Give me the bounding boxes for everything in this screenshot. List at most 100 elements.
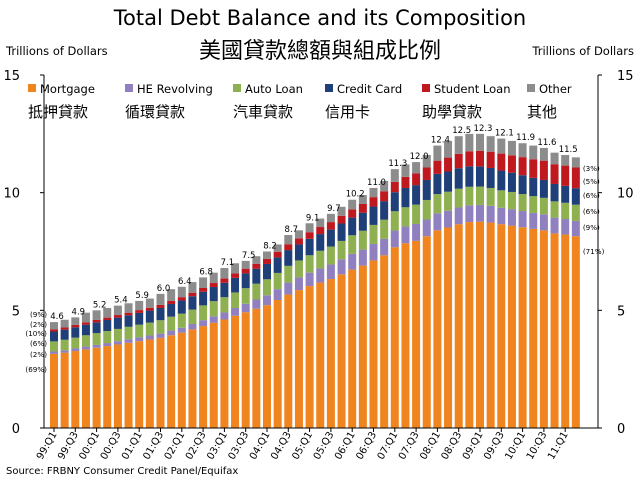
bar-segment-credit-card [294,244,303,261]
bar-03-Q3 [241,260,250,428]
bar-segment-he-revolving [92,344,101,348]
bar-segment-student-loan [465,151,474,167]
legend-swatch-auto-loan [233,84,241,92]
bar-segment-auto-loan [390,211,399,231]
bar-00-Q1 [92,310,101,428]
bar-segment-student-loan [486,151,495,168]
bar-segment-student-loan [518,157,527,176]
bar-segment-he-revolving [177,327,186,333]
bar-segment-auto-loan [81,335,90,347]
bar-segment-student-loan [156,304,165,308]
bar-segment-other [422,155,431,168]
bar-segment-he-revolving [454,207,463,225]
bar-segment-credit-card [71,327,80,338]
bar-segment-auto-loan [571,204,580,221]
bar-segment-he-revolving [507,209,516,226]
bar-segment-he-revolving [50,351,58,354]
bar-02-Q3 [199,277,208,428]
bar-05-Q3 [326,213,335,428]
bar-segment-auto-loan [337,240,346,260]
bar-segment-he-revolving [380,238,389,256]
legend-swatch-mortgage [28,84,36,92]
bar-segment-student-loan [369,197,378,207]
bar-segment-mortgage [60,352,69,428]
bar-segment-he-revolving [167,330,176,336]
bar-segment-mortgage [444,227,453,428]
share-label-last: (6%) [583,191,600,200]
share-label-first: (9%) [30,310,47,319]
bar-segment-credit-card [231,277,240,293]
bar-segment-he-revolving [358,249,367,266]
bar-segment-student-loan [209,283,218,288]
bar-segment-credit-card [199,291,208,306]
bar-segment-auto-loan [507,191,516,210]
legend-swatch-student-loan [422,84,430,92]
bar-05-Q2 [316,218,325,428]
bar-segment-he-revolving [305,272,314,287]
bar-segment-student-loan [358,203,367,213]
bar-segment-mortgage [433,230,442,428]
bar-segment-he-revolving [263,295,271,306]
bar-segment-student-loan [571,167,580,189]
bar-segment-mortgage [71,351,80,428]
bar-segment-credit-card [550,183,559,202]
bar-segment-auto-loan [529,196,538,213]
bar-segment-mortgage [252,308,261,428]
bar-segment-mortgage [412,240,421,428]
bar-segment-mortgage [561,234,570,428]
bar-segment-he-revolving [252,299,261,309]
bar-segment-credit-card [263,263,271,280]
bar-segment-he-revolving [71,348,80,352]
total-label: 5.2 [93,300,107,310]
chart-subtitle: 美國貸款總額與組成比例 [199,39,441,64]
bar-segment-auto-loan [177,313,186,328]
bar-segment-credit-card [316,234,325,251]
share-label-first: (2%) [30,350,47,359]
bar-segment-other [209,272,218,284]
bar-segment-auto-loan [71,337,80,349]
bar-segment-mortgage [177,332,186,428]
bar-segment-student-loan [113,315,122,318]
bar-segment-other [92,310,101,320]
bar-segment-auto-loan [113,328,122,342]
bar-segment-he-revolving [103,343,112,347]
bar-segment-auto-loan [294,260,303,278]
bar-11-Q2 [571,157,580,428]
bar-segment-credit-card [209,287,218,302]
bar-segment-credit-card [539,179,548,198]
bar-segment-credit-card [273,257,282,273]
bar-99-Q4 [81,312,90,428]
bar-segment-mortgage [358,265,367,428]
total-label: 10.2 [346,190,365,200]
bar-segment-student-loan [231,273,240,278]
bar-segment-student-loan [305,232,314,239]
bar-segment-student-loan [348,209,357,218]
bar-segment-he-revolving [316,268,325,283]
bar-segment-auto-loan [273,272,282,290]
bar-segment-student-loan [220,278,229,283]
bar-04-Q4 [294,230,303,428]
legend-label-mortgage: Mortgage [40,82,95,96]
bar-06-Q4 [380,180,389,428]
bar-segment-he-revolving [444,210,453,228]
bar-segment-auto-loan [60,339,69,351]
bar-segment-credit-card [561,185,570,203]
total-label: 5.4 [114,296,128,306]
bar-segment-other [199,277,208,288]
bar-segment-student-loan [401,176,410,188]
bar-00-Q2 [103,307,112,428]
total-label: 11.0 [367,178,386,188]
bar-segment-other [294,230,303,239]
bar-segment-mortgage [507,225,516,428]
bar-segment-other [135,300,144,311]
bar-03-Q4 [252,256,261,428]
bar-07-Q1 [390,169,399,428]
bar-segment-other [273,244,282,252]
bar-segment-auto-loan [124,326,133,340]
bar-segment-student-loan [561,165,570,186]
bar-segment-other [113,305,122,316]
bar-segment-he-revolving [145,335,154,340]
bar-segment-mortgage [454,224,463,428]
bar-segment-mortgage [539,230,548,428]
bar-segment-mortgage [113,344,122,428]
